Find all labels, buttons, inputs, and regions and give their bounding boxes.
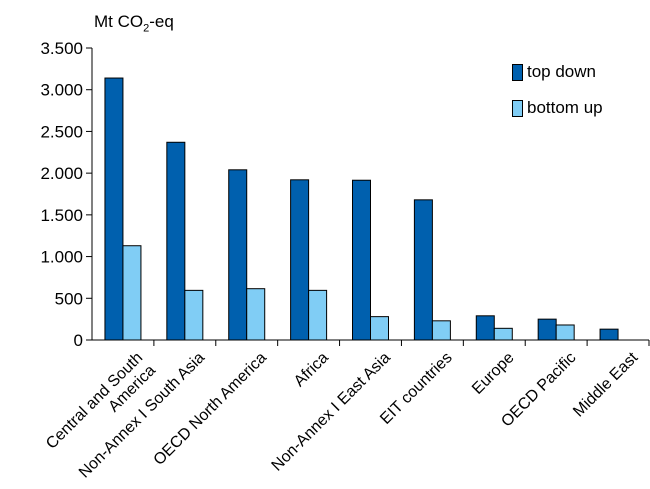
legend-item-top-down: top down xyxy=(512,62,603,82)
bar-top-down xyxy=(413,199,433,341)
y-tick-label: 2.000 xyxy=(40,164,83,183)
y-tick-label: 3.000 xyxy=(40,81,83,100)
x-tick-label-line: Middle East xyxy=(570,349,642,421)
bar-bottom-up xyxy=(122,245,142,341)
bar-bottom-up xyxy=(184,289,204,341)
y-tick-label: 2.500 xyxy=(40,122,83,141)
legend: top down bottom up xyxy=(512,62,603,134)
bar-bottom-up xyxy=(555,324,575,341)
x-tick-label-line: Africa xyxy=(291,349,332,390)
x-tick-label: Africa xyxy=(291,349,332,390)
legend-swatch-top-down xyxy=(512,63,523,81)
y-tick-label: 3.500 xyxy=(40,39,83,58)
legend-label-top-down: top down xyxy=(527,62,596,81)
y-tick-label: 500 xyxy=(55,289,83,308)
bar-top-down xyxy=(166,141,186,341)
x-tick-label-line: Europe xyxy=(469,349,518,398)
y-tick-label: 1.500 xyxy=(40,206,83,225)
bar-top-down xyxy=(228,169,248,341)
bar-top-down xyxy=(104,77,124,341)
bar-top-down xyxy=(290,179,310,341)
x-tick-label: Non-Annex I East Asia xyxy=(269,349,394,474)
x-tick-label: OECD North America xyxy=(151,349,271,469)
x-tick-label: Middle East xyxy=(570,349,642,421)
y-tick-label: 1.000 xyxy=(40,248,83,267)
y-tick-label: 0 xyxy=(74,331,83,350)
legend-item-bottom-up: bottom up xyxy=(512,98,603,118)
x-tick-label-line: OECD North America xyxy=(151,349,271,469)
bar-top-down xyxy=(475,315,495,341)
legend-swatch-bottom-up xyxy=(512,99,523,117)
x-tick-label: Europe xyxy=(469,349,518,398)
bar-bottom-up xyxy=(370,316,389,341)
legend-label-bottom-up: bottom up xyxy=(527,98,603,117)
bar-bottom-up xyxy=(493,327,513,341)
bar-bottom-up xyxy=(308,289,328,341)
y-axis-unit-label: Mt CO2-eq xyxy=(94,12,174,35)
bar-bottom-up xyxy=(246,288,266,341)
bar-bottom-up xyxy=(431,320,451,341)
bar-top-down xyxy=(352,179,371,341)
bar-top-down xyxy=(537,318,557,341)
x-tick-label-line: Non-Annex I East Asia xyxy=(269,349,394,474)
bar-top-down xyxy=(599,328,619,341)
